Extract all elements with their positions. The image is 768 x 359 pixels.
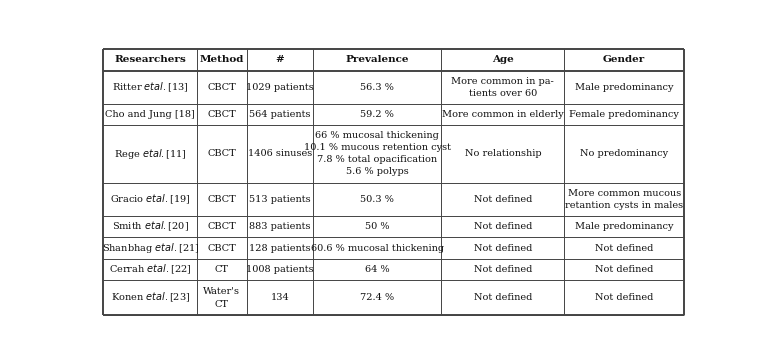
- Text: 134: 134: [270, 293, 290, 302]
- Text: 60.6 % mucosal thickening: 60.6 % mucosal thickening: [311, 243, 444, 252]
- Text: CBCT: CBCT: [207, 222, 237, 231]
- Text: retantion cysts in males: retantion cysts in males: [565, 201, 684, 210]
- Text: CBCT: CBCT: [207, 149, 237, 158]
- Text: Not defined: Not defined: [595, 293, 654, 302]
- Text: Not defined: Not defined: [595, 265, 654, 274]
- Text: CBCT: CBCT: [207, 243, 237, 252]
- Text: tients over 60: tients over 60: [468, 89, 537, 98]
- Text: CBCT: CBCT: [207, 195, 237, 204]
- Text: CT: CT: [215, 299, 229, 308]
- Text: #: #: [276, 55, 284, 64]
- Text: Not defined: Not defined: [474, 293, 532, 302]
- Text: Smith $\it{et al.}$[20]: Smith $\it{et al.}$[20]: [111, 220, 189, 233]
- Text: Female predominancy: Female predominancy: [569, 110, 679, 119]
- Text: 50.3 %: 50.3 %: [360, 195, 394, 204]
- Text: Ritter $\it{et al.}$[13]: Ritter $\it{et al.}$[13]: [112, 80, 188, 94]
- Text: Not defined: Not defined: [474, 243, 532, 252]
- Text: More common mucous: More common mucous: [568, 189, 681, 198]
- Text: 50 %: 50 %: [365, 222, 389, 231]
- Text: 513 patients: 513 patients: [249, 195, 311, 204]
- Text: Not defined: Not defined: [474, 265, 532, 274]
- Text: 1029 patients: 1029 patients: [246, 83, 314, 92]
- Text: 883 patients: 883 patients: [249, 222, 311, 231]
- Text: Method: Method: [200, 55, 244, 64]
- Text: Researchers: Researchers: [114, 55, 186, 64]
- Text: 7.8 % total opacification: 7.8 % total opacification: [317, 155, 437, 164]
- Text: Gracio $\it{et al.}$[19]: Gracio $\it{et al.}$[19]: [110, 193, 190, 206]
- Text: Gender: Gender: [603, 55, 645, 64]
- Text: 10.1 % mucous retention cyst: 10.1 % mucous retention cyst: [303, 143, 451, 153]
- Text: Male predominancy: Male predominancy: [575, 83, 674, 92]
- Text: Konen $\it{et al.}$[23]: Konen $\it{et al.}$[23]: [111, 291, 190, 304]
- Text: Cho and Jung [18]: Cho and Jung [18]: [105, 110, 195, 119]
- Text: Not defined: Not defined: [474, 195, 532, 204]
- Text: No relationship: No relationship: [465, 149, 541, 158]
- Text: CT: CT: [215, 265, 229, 274]
- Text: 56.3 %: 56.3 %: [360, 83, 394, 92]
- Text: Not defined: Not defined: [595, 243, 654, 252]
- Text: No predominancy: No predominancy: [580, 149, 668, 158]
- Text: 59.2 %: 59.2 %: [360, 110, 394, 119]
- Text: More common in pa-: More common in pa-: [452, 77, 554, 86]
- Text: 66 % mucosal thickening: 66 % mucosal thickening: [316, 131, 439, 140]
- Text: 1406 sinuses: 1406 sinuses: [248, 149, 312, 158]
- Text: Age: Age: [492, 55, 514, 64]
- Text: Rege $\it{et al.}$[11]: Rege $\it{et al.}$[11]: [114, 147, 187, 161]
- Text: Male predominancy: Male predominancy: [575, 222, 674, 231]
- Text: 72.4 %: 72.4 %: [360, 293, 394, 302]
- Text: 564 patients: 564 patients: [249, 110, 311, 119]
- Text: Prevalence: Prevalence: [346, 55, 409, 64]
- Text: Cerrah $\it{et al.}$[22]: Cerrah $\it{et al.}$[22]: [109, 263, 191, 276]
- Text: 5.6 % polyps: 5.6 % polyps: [346, 167, 409, 177]
- Text: 1008 patients: 1008 patients: [246, 265, 314, 274]
- Text: CBCT: CBCT: [207, 110, 237, 119]
- Text: 64 %: 64 %: [365, 265, 389, 274]
- Text: More common in elderly: More common in elderly: [442, 110, 564, 119]
- Text: Shanbhag $\it{et al.}$[21]: Shanbhag $\it{et al.}$[21]: [101, 241, 199, 255]
- Text: CBCT: CBCT: [207, 83, 237, 92]
- Text: Water's: Water's: [204, 287, 240, 296]
- Text: 128 patients: 128 patients: [249, 243, 311, 252]
- Text: Not defined: Not defined: [474, 222, 532, 231]
